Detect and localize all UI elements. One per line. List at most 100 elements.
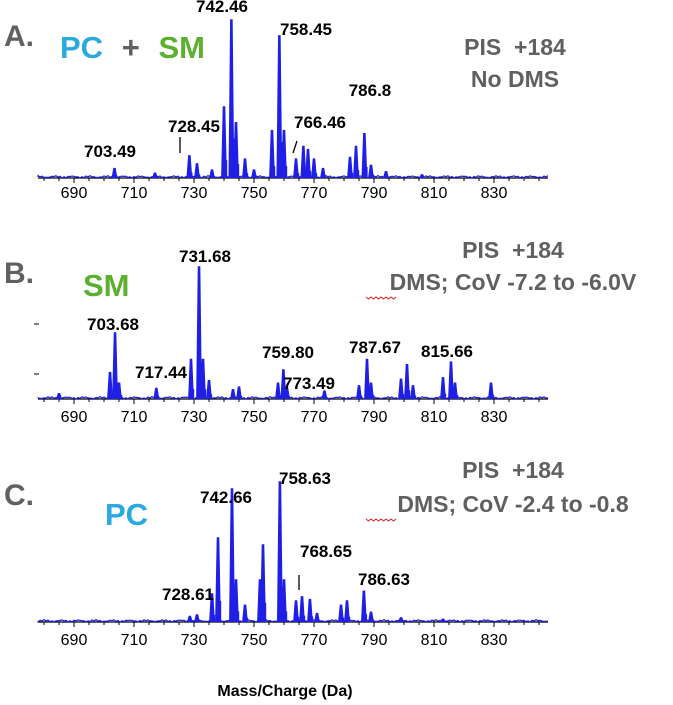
spectrum-peak [320,167,326,179]
spectrum-peak [242,158,248,179]
x-tick-label: 810 [421,409,448,426]
spectrum-peak [353,145,359,179]
spectrum-peak [116,382,122,400]
peak-label: 728.61 [162,585,214,604]
panel-title: SM [83,268,130,303]
spectrum-peak [275,382,281,400]
x-tick-label: 750 [241,185,268,202]
spectrum-peak [383,170,389,179]
x-tick-label: 710 [121,632,148,649]
x-axis-label: Mass/Charge (Da) [217,683,352,700]
peak-label: 787.67 [349,338,401,357]
spectrum-peak [300,145,307,179]
spectrum-peak [188,358,194,400]
x-tick-label: 830 [481,409,508,426]
spectrum-peak [368,164,374,179]
peak-label: 703.68 [87,315,139,334]
x-tick-label: 710 [121,185,148,202]
spectrum-baseline [37,174,549,179]
panel-b: B. SM PIS +184 DMS; CoV -7.2 to -6.0V 69… [4,237,637,426]
spectrum-peak [233,579,239,623]
spectrum-peak [488,382,494,400]
spectrum-peak [152,172,158,179]
spectrum-peak [452,382,458,400]
spectrum-peak [260,544,266,623]
spectrum-peak [410,385,416,400]
peak-label: 703.49 [84,142,136,161]
panel-a: A. PC + SM PIS +184 No DMS 690 710 730 750 7… [4,0,566,202]
spectrum-peak [221,106,227,179]
peak-leader-line [292,140,298,154]
spectrum-peak [112,332,118,400]
spectrum-peak [194,163,200,179]
peak-label: 728.45 [168,117,220,136]
spectrum-peak [281,129,287,179]
spectrum-peak [368,611,374,623]
spectrum-peak [360,590,367,623]
spectrum-peak [209,593,215,623]
x-tick-label: 730 [181,632,208,649]
spectrum-peak [215,537,221,623]
spectrum-peak [194,614,200,623]
spectrum-peak [305,148,311,179]
info-line-1: PIS +184 [464,34,566,60]
spectrum-peak [398,617,404,623]
title-pc: PC [105,497,148,532]
spectrum-peak [440,618,446,623]
peak-label: 742.66 [200,488,252,507]
peak-label: 759.80 [262,343,314,362]
x-tick-label: 770 [301,185,328,202]
spectrum-baseline [37,618,549,623]
peak-label: 758.45 [280,20,332,39]
spectrum-peak [356,385,362,400]
spellcheck-underline [365,296,397,300]
x-tick-label: 750 [241,409,268,426]
peak-label: 786.63 [358,570,410,589]
peak-label: 717.44 [135,363,188,382]
spectrum-peak [344,600,350,623]
x-tick-label: 830 [481,632,508,649]
peak-label: 758.63 [279,469,331,488]
peak-label: 766.46 [294,113,346,132]
panel-title: PC [105,497,148,532]
spectrum-peak [311,158,317,179]
title-sm: SM [83,268,130,303]
spectrum-peak [209,169,215,179]
spectrum-peak [321,390,328,400]
spectrum-peak [236,386,242,400]
peak-label: 742.46 [196,0,248,16]
spectrum-peak [233,122,239,179]
spectrum-peak [338,604,344,623]
x-tick-label: 790 [361,409,388,426]
spectrum-peak [314,612,320,623]
title-plus: + [122,30,140,65]
spectrum-peak [111,167,118,179]
x-tick-label: 690 [61,185,88,202]
spectrum-peak [206,379,212,400]
spectrum-peak [200,358,206,400]
info-line-2: DMS; CoV -7.2 to -6.0V [390,269,637,295]
panel-c: C. PC PIS +184 DMS; CoV -2.4 to -0.8 690… [4,457,629,649]
x-tick-label: 830 [481,185,508,202]
x-tick-label: 790 [361,632,388,649]
x-tick-label: 770 [301,632,328,649]
spectrum-peak [284,387,290,400]
spectrum-peak [229,488,235,623]
spectrum-peak [186,155,193,179]
info-line-2: No DMS [471,66,559,92]
spectrum-peak [419,174,425,179]
spectrum-peak [251,169,257,179]
spectrum-peak [242,604,248,623]
x-tick-label: 810 [421,632,448,649]
spectrum-peak [56,393,62,400]
spectrum-peak [276,481,283,623]
x-tick-label: 790 [361,185,388,202]
spectrum-peak [230,389,236,400]
x-tick-label: 770 [301,409,328,426]
x-tick-label: 750 [241,632,268,649]
peak-label: 768.65 [300,542,352,561]
spectrum-peak [281,579,287,623]
panel-title: PC + SM [60,30,205,65]
spectrum-peak [186,615,193,623]
